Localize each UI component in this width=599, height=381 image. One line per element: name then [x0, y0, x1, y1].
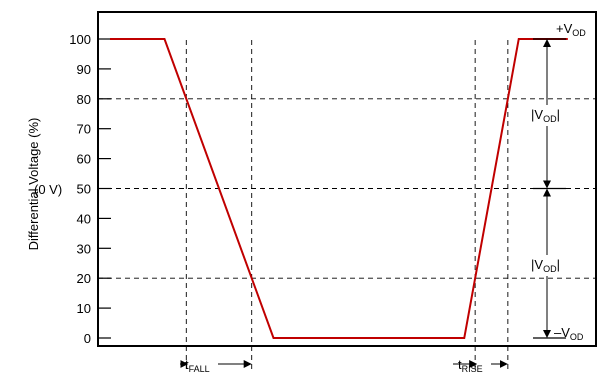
y-tick-label-90: 90 — [77, 62, 91, 77]
y-tick-label-20: 20 — [77, 271, 91, 286]
reference-lines — [98, 40, 596, 370]
plot-frame — [97, 11, 597, 347]
y-tick-label-30: 30 — [77, 241, 91, 256]
y-tick-label-50: 50 — [77, 182, 91, 197]
vod-upper-label: |VOD| — [531, 107, 560, 124]
y-tick-label-70: 70 — [77, 122, 91, 137]
y-tick-label-10: 10 — [77, 301, 91, 316]
y-tick-label-40: 40 — [77, 211, 91, 226]
waveform-trace — [110, 38, 568, 339]
y-tick-label-80: 80 — [77, 92, 91, 107]
t-rise-label: tRISE — [458, 357, 483, 374]
dimension-arrows — [180, 38, 566, 368]
vod-lower-label: |VOD| — [531, 257, 560, 274]
y-tick-labels: 0 10 20 30 40 50 60 70 80 90 100 — [69, 32, 91, 346]
y-axis-title: Differential Voltage (%) — [26, 118, 41, 251]
y-tick-label-100: 100 — [69, 32, 91, 47]
y-tick-label-0: 0 — [84, 331, 91, 346]
vod-negative-label: –VOD — [554, 325, 584, 342]
y-tick-label-60: 60 — [77, 152, 91, 167]
zero-volt-label: (0 V) — [34, 182, 62, 197]
waveform-line — [110, 38, 568, 339]
t-fall-label: tFALL — [185, 357, 210, 374]
vod-positive-label: +VOD — [556, 21, 586, 38]
